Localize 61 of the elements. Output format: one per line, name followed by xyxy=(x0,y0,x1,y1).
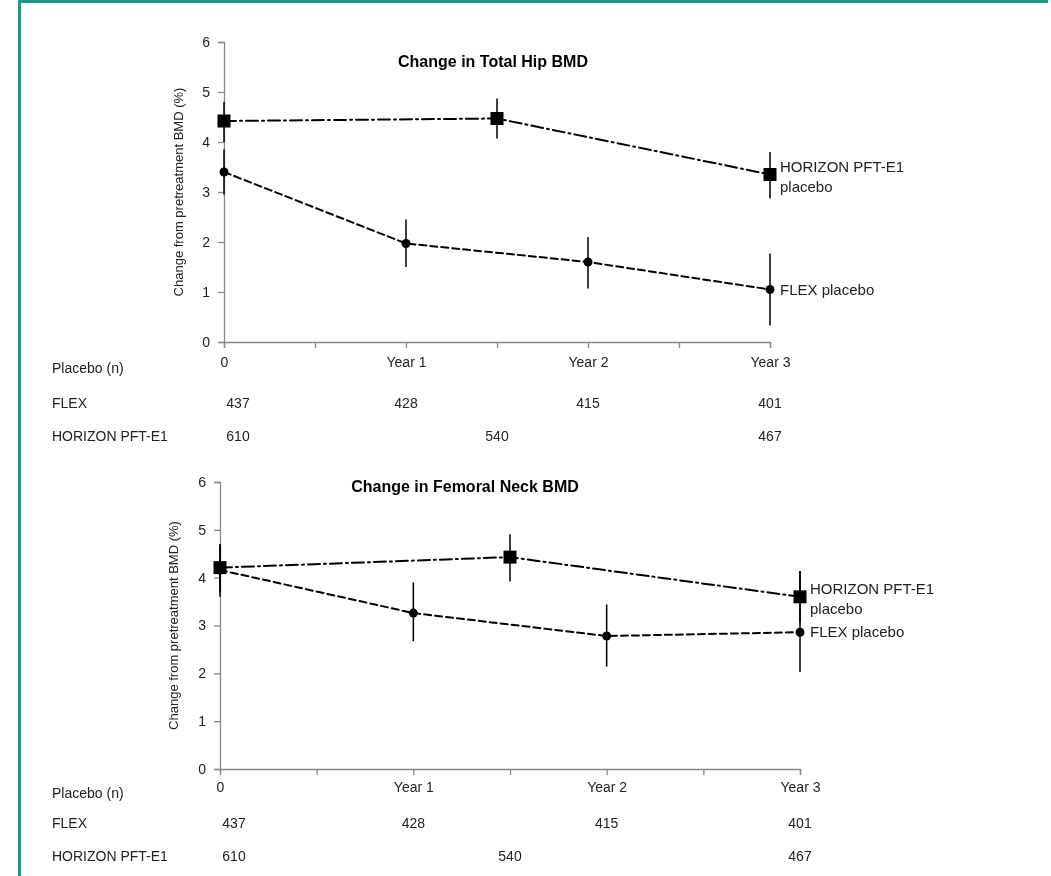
x-tick-label: Year 1 xyxy=(386,353,427,370)
text: 401 xyxy=(788,814,812,831)
y-tick-label: 5 xyxy=(202,83,211,100)
point xyxy=(490,112,504,125)
x-tick-label: Year 2 xyxy=(587,778,628,795)
y-tick-label: 1 xyxy=(198,713,207,730)
y-tick-label: 3 xyxy=(202,183,211,200)
y-tick-label: 4 xyxy=(198,569,207,586)
text: HORIZON PFT-E1 xyxy=(52,427,169,444)
text: 610 xyxy=(226,427,250,444)
point xyxy=(401,239,411,248)
x-tick-label: Year 3 xyxy=(750,353,791,370)
point xyxy=(795,627,805,637)
y-tick-label: 6 xyxy=(202,33,211,50)
text: 540 xyxy=(485,427,509,444)
chart-title: Change in Femoral Neck BMD xyxy=(351,478,579,495)
text: 467 xyxy=(758,427,782,444)
series-label: FLEX placebo xyxy=(780,280,875,298)
text: 428 xyxy=(394,394,418,411)
text: 401 xyxy=(758,394,782,411)
y-tick-label: 6 xyxy=(198,473,207,490)
x-tick-label: 0 xyxy=(216,778,225,795)
series-label: HORIZON PFT-E1 placebo xyxy=(780,157,905,195)
text: Change in Total Hip BMD xyxy=(398,53,588,70)
text: FLEX xyxy=(52,814,88,831)
text: 467 xyxy=(788,847,812,864)
text: Placebo (n) xyxy=(52,784,124,801)
text: 428 xyxy=(401,814,426,831)
x-tick-label: 0 xyxy=(220,353,229,370)
y-tick-label: 0 xyxy=(198,760,207,777)
text: FLEX xyxy=(52,394,88,411)
x-tick-label: Year 2 xyxy=(568,353,609,370)
y-tick-label: 1 xyxy=(202,283,211,300)
y-tick-label: 4 xyxy=(202,133,211,150)
x-tick-label: Year 3 xyxy=(780,778,821,795)
text: 415 xyxy=(594,814,619,831)
point xyxy=(219,167,229,177)
text: HORIZON PFT-E1 xyxy=(52,847,169,864)
point xyxy=(602,631,612,641)
text: Placebo (n) xyxy=(52,359,124,376)
point xyxy=(503,550,517,564)
y-tick-label: 2 xyxy=(202,233,211,250)
y-tick-label: 5 xyxy=(198,521,207,538)
y-tick-label: 3 xyxy=(198,617,207,634)
text: 610 xyxy=(222,847,246,864)
point xyxy=(217,114,231,128)
point xyxy=(408,608,418,618)
series-label: HORIZON PFT-E1 placebo xyxy=(810,579,935,617)
point xyxy=(765,285,775,294)
y-axis-title: Change from pretreatment BMD (%) xyxy=(171,87,186,297)
y-axis-title: Change from pretreatment BMD (%) xyxy=(166,521,181,730)
x-tick-label: Year 1 xyxy=(393,778,435,795)
text: 415 xyxy=(576,394,600,411)
text: 437 xyxy=(222,814,246,831)
text: 437 xyxy=(226,394,250,411)
point xyxy=(583,257,593,267)
y-tick-label: 2 xyxy=(198,665,207,682)
y-tick-label: 0 xyxy=(202,333,211,350)
point xyxy=(763,168,777,181)
series-label: FLEX placebo xyxy=(810,623,905,641)
text: 540 xyxy=(498,847,522,864)
